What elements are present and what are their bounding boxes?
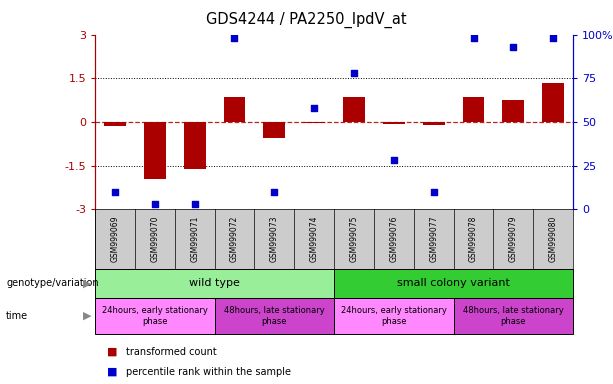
Text: GSM999076: GSM999076 bbox=[389, 216, 398, 262]
Text: GSM999080: GSM999080 bbox=[549, 216, 558, 262]
Bar bbox=[383, 122, 405, 124]
Bar bbox=[184, 122, 205, 169]
Bar bbox=[463, 97, 484, 122]
Text: GSM999071: GSM999071 bbox=[190, 216, 199, 262]
Point bbox=[110, 189, 120, 195]
Text: GDS4244 / PA2250_lpdV_at: GDS4244 / PA2250_lpdV_at bbox=[206, 12, 407, 28]
Text: 24hours, early stationary
phase: 24hours, early stationary phase bbox=[102, 306, 208, 326]
Text: ▶: ▶ bbox=[83, 278, 92, 288]
Text: ■: ■ bbox=[107, 346, 118, 357]
Bar bbox=[144, 122, 166, 179]
Text: GSM999069: GSM999069 bbox=[110, 216, 120, 262]
Text: ■: ■ bbox=[107, 366, 118, 377]
Point bbox=[190, 201, 200, 207]
Text: small colony variant: small colony variant bbox=[397, 278, 510, 288]
Point bbox=[549, 35, 558, 41]
Text: GSM999070: GSM999070 bbox=[150, 216, 159, 262]
Text: 24hours, early stationary
phase: 24hours, early stationary phase bbox=[341, 306, 447, 326]
Text: 48hours, late stationary
phase: 48hours, late stationary phase bbox=[463, 306, 564, 326]
Text: ▶: ▶ bbox=[83, 311, 92, 321]
Text: GSM999077: GSM999077 bbox=[429, 216, 438, 262]
Point bbox=[270, 189, 280, 195]
Point bbox=[389, 157, 399, 164]
Text: time: time bbox=[6, 311, 28, 321]
Text: GSM999078: GSM999078 bbox=[469, 216, 478, 262]
Bar bbox=[503, 100, 524, 122]
Text: GSM999072: GSM999072 bbox=[230, 216, 239, 262]
Point bbox=[230, 35, 240, 41]
Text: genotype/variation: genotype/variation bbox=[6, 278, 99, 288]
Bar bbox=[224, 97, 245, 122]
Text: GSM999079: GSM999079 bbox=[509, 216, 518, 262]
Text: GSM999075: GSM999075 bbox=[349, 216, 359, 262]
Text: transformed count: transformed count bbox=[126, 346, 216, 357]
Bar bbox=[264, 122, 285, 138]
Bar bbox=[95, 269, 334, 298]
Text: GSM999074: GSM999074 bbox=[310, 216, 319, 262]
Bar bbox=[454, 298, 573, 334]
Bar bbox=[104, 122, 126, 126]
Point bbox=[310, 105, 319, 111]
Point bbox=[349, 70, 359, 76]
Point bbox=[429, 189, 439, 195]
Bar bbox=[543, 83, 564, 122]
Text: percentile rank within the sample: percentile rank within the sample bbox=[126, 366, 291, 377]
Bar bbox=[95, 298, 215, 334]
Bar bbox=[303, 122, 325, 123]
Text: wild type: wild type bbox=[189, 278, 240, 288]
Bar bbox=[334, 298, 454, 334]
Point bbox=[469, 35, 479, 41]
Bar bbox=[423, 122, 444, 125]
Bar bbox=[334, 269, 573, 298]
Bar bbox=[215, 298, 334, 334]
Point bbox=[509, 44, 519, 50]
Bar bbox=[343, 97, 365, 122]
Point bbox=[150, 201, 160, 207]
Text: 48hours, late stationary
phase: 48hours, late stationary phase bbox=[224, 306, 325, 326]
Text: GSM999073: GSM999073 bbox=[270, 216, 279, 262]
